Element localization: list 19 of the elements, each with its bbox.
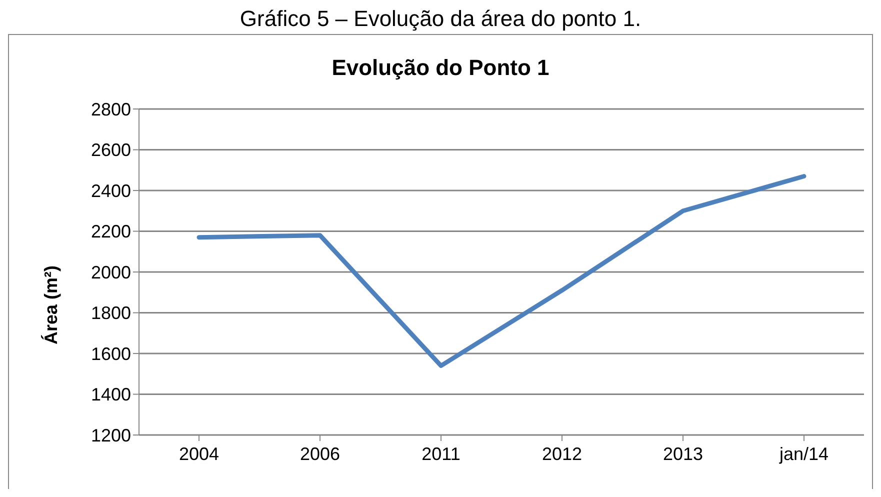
- x-tick-label: 2011: [422, 444, 460, 464]
- y-tick-label: 2600: [90, 140, 131, 160]
- x-tick-label: 2012: [542, 444, 582, 464]
- text: Gráfico 5 – Evolução da área do ponto 1.: [238, 7, 642, 31]
- y-tick-label: 1400: [90, 384, 131, 405]
- x-tick-label: 2004: [178, 444, 220, 464]
- line-series: [196, 174, 806, 368]
- x-tick-label: 2013: [662, 444, 704, 464]
- y-tick-label: 1200: [90, 425, 131, 446]
- y-tick-label: 2400: [90, 180, 131, 201]
- y-tick-label: 1800: [90, 303, 131, 324]
- x-tick-label: 2006: [300, 444, 340, 464]
- x-tick-label: jan/14: [778, 444, 829, 464]
- y-axis-title: Área (m²): [41, 265, 61, 345]
- chart-title: Evolução do Ponto 1: [330, 55, 550, 81]
- y-tick-label: 2800: [90, 99, 131, 120]
- y-tick-label: 2200: [90, 222, 131, 242]
- y-tick-label: 2000: [90, 262, 131, 282]
- y-tick-label: 1600: [90, 344, 131, 364]
